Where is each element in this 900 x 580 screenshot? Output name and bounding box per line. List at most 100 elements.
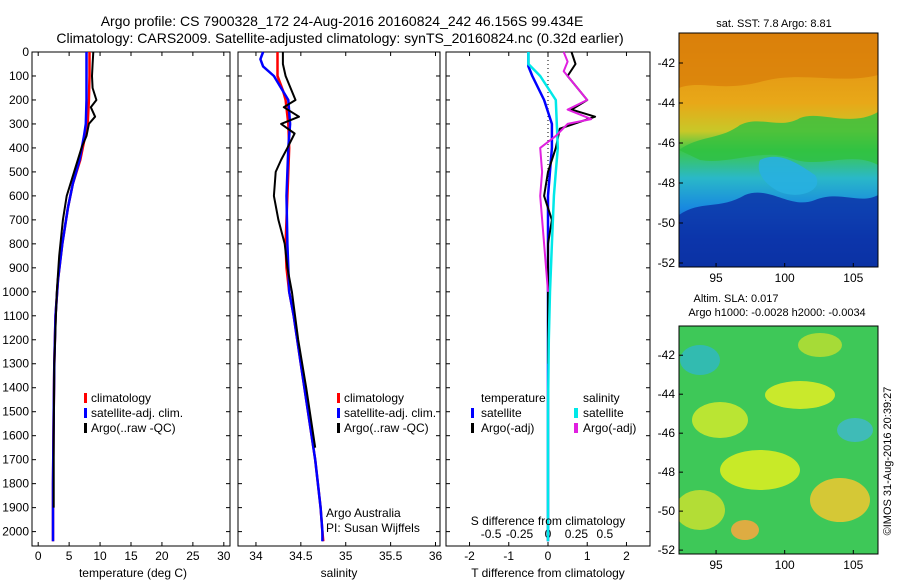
difference-xtick-label: -1 [503,549,514,563]
series-line-argo-raw-qc [272,52,317,448]
legend-swatch-t-argo [471,423,474,433]
map-lat-label: -48 [658,176,676,190]
temperature-xtick-label: 10 [93,549,107,563]
sst-cold-patch [679,192,878,267]
series-line-satellite-salinity [527,52,560,542]
legend-label-climatology: climatology [344,391,404,405]
map-lat-label: -48 [658,465,676,479]
legend-label-satellite: satellite-adj. clim. [91,406,183,420]
map-lon-label: 105 [843,558,863,572]
depth-tick-label: 200 [9,93,29,107]
s-difference-label: S difference from climatology [471,514,626,528]
series-line-argo-adj-salinity [539,51,593,292]
sst-front [679,112,878,165]
sst-warm-band [679,33,878,88]
legend-label-argo: Argo(..raw -QC) [344,421,429,435]
series-line-satellite-adj-clim [51,52,88,542]
map-lon-label: 95 [709,558,723,572]
sla-blob [798,333,842,357]
s-diff-tick-label: 0.25 [565,527,589,541]
sla-blob [679,490,725,530]
difference-plot: -2 -1 0 1 2-0.5 -0.25 0 0.25 0.5 [464,51,630,563]
legend-head-temperature: temperature [481,391,546,405]
header-line-2: Climatology: CARS2009. Satellite-adjuste… [56,30,623,46]
legend-swatch-climatology [337,393,340,403]
depth-axis: 0 100 200 300 400 500 600 700 800 900 1000 1100 1200… [2,45,650,539]
legend-swatch-climatology [84,393,87,403]
s-diff-tick-label: -0.5 [481,527,502,541]
map-lat-label: -52 [658,256,676,270]
salinity-legend: climatology satellite-adj. clim. Argo(..… [337,391,436,435]
depth-tick-label: 1600 [2,429,29,443]
sla-blob [720,450,800,490]
sla-map [678,325,879,555]
sla-blob [731,520,759,540]
series-line-argo-raw-qc [52,51,98,508]
temperature-xtick-label: 0 [35,549,42,563]
legend-swatch-argo [84,423,87,433]
series-line-satellite-adj-clim [259,51,324,542]
temperature-xlabel: temperature (deg C) [79,566,187,580]
legend-swatch-satellite [84,408,87,418]
depth-tick-label: 600 [9,189,29,203]
depth-tick-label: 1100 [3,309,29,323]
legend-swatch-satellite [337,408,340,418]
depth-tick-label: 500 [9,165,29,179]
imos-side-text: ©IMOS 31-Aug-2016 20:39:27 [882,387,894,536]
difference-xtick-label: -2 [464,549,475,563]
sla-blob [810,478,870,522]
temperature-plot: 0 5 10 15 20 25 30 [35,51,231,563]
depth-tick-label: 1500 [2,405,29,419]
map-lat-label: -42 [658,56,676,70]
temperature-xtick-label: 30 [217,549,231,563]
map-lon-label: 105 [843,271,863,285]
difference-xlabel: T difference from climatology [471,566,625,580]
map-lat-label: -46 [658,136,676,150]
series-line-satellite [527,52,554,542]
map-lon-label: 100 [775,558,795,572]
difference-xtick-label: 1 [584,549,591,563]
salinity-xtick-label: 35.5 [379,549,403,563]
depth-tick-label: 1700 [2,453,29,467]
depth-tick-label: 1400 [2,381,29,395]
salinity-xtick-label: 36 [429,549,443,563]
series-line-climatology [51,52,91,542]
sst-cyan-eddy [758,156,818,195]
map-lon-label: 95 [709,271,723,285]
s-diff-tick-label: -0.25 [506,527,534,541]
sla-map-title-1: Altim. SLA: 0.017 [694,293,779,305]
depth-tick-label: 0 [22,45,29,59]
salinity-xtick-label: 34.5 [289,549,313,563]
legend-label-satellite: satellite-adj. clim. [344,406,436,420]
map-lat-label: -46 [658,426,676,440]
map-lat-label: -50 [658,504,676,518]
depth-tick-label: 300 [9,117,29,131]
sla-blob [837,418,873,442]
legend-swatch-t-satellite [471,408,474,418]
sla-blob [765,381,835,409]
legend-label-argo: Argo(..raw -QC) [91,421,176,435]
sla-blob [692,402,748,438]
salinity-xtick-label: 34 [249,549,263,563]
legend-label-t-argo: Argo(-adj) [481,421,534,435]
map-lat-label: -44 [658,387,676,401]
temperature-panel-frame [31,51,231,547]
legend-swatch-argo [337,423,340,433]
sst-map-frame [678,32,879,268]
temperature-xtick-label: 15 [124,549,138,563]
s-diff-tick-label: 0.5 [597,527,614,541]
depth-tick-label: 800 [9,237,29,251]
depth-tick-label: 1800 [2,477,29,491]
map-lat-label: -50 [658,216,676,230]
legend-swatch-s-argo [574,423,578,433]
sst-map-axes: -42 -44 -46 -48 -50 -52 95 100 105 [658,56,864,285]
sla-map-title-2: Argo h1000: -0.0028 h2000: -0.0034 [688,307,865,319]
depth-tick-label: 1300 [2,357,29,371]
depth-tick-label: 900 [9,261,29,275]
legend-label-s-argo: Argo(-adj) [583,421,636,435]
map-lat-label: -52 [658,543,676,557]
difference-legend: temperature salinity satellite Argo(-adj… [471,391,636,435]
salinity-xlabel: salinity [321,566,358,580]
legend-label-t-satellite: satellite [481,406,522,420]
